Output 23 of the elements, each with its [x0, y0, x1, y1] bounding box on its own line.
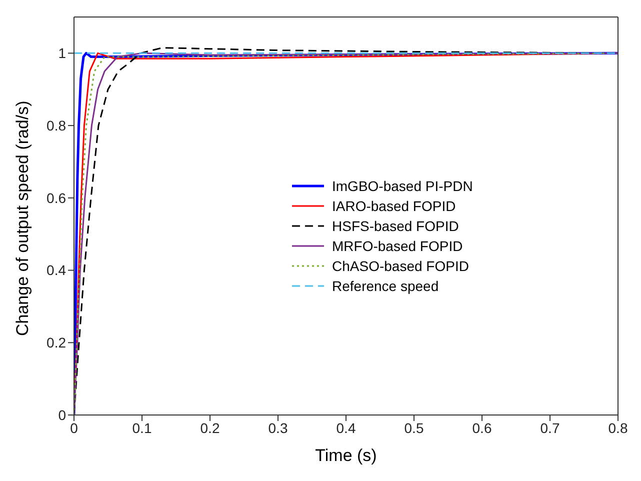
- legend-label: ChASO-based FOPID: [332, 257, 469, 276]
- y-tick-label: 0.6: [46, 190, 66, 206]
- x-tick-label: 0.6: [472, 420, 492, 436]
- x-tick-label: 0.3: [268, 420, 288, 436]
- y-tick-label: 0.4: [46, 262, 66, 278]
- y-axis-title: Change of output speed (rad/s): [13, 100, 32, 336]
- legend-label: MRFO-based FOPID: [332, 237, 463, 256]
- x-axis-title: Time (s): [315, 446, 377, 465]
- y-tick-label: 1: [58, 45, 66, 62]
- x-tick-label: 0.1: [132, 420, 152, 436]
- y-tick-label: 0.2: [46, 334, 66, 351]
- x-tick-label: 0.2: [200, 420, 220, 436]
- legend-label: HSFS-based FOPID: [332, 217, 459, 236]
- legend-label: ImGBO-based PI-PDN: [332, 177, 473, 196]
- x-tick-label: 0.8: [608, 420, 628, 436]
- y-tick-label: 0.8: [46, 118, 66, 134]
- x-tick-label: 0.4: [336, 420, 356, 436]
- y-tick-label: 0: [58, 406, 66, 423]
- x-tick-label: 0.7: [540, 420, 560, 436]
- legend-label: IARO-based FOPID: [332, 197, 456, 216]
- legend-label: Reference speed: [332, 277, 439, 296]
- x-tick-label: 0.5: [404, 420, 424, 436]
- x-tick-label: 0: [70, 420, 78, 436]
